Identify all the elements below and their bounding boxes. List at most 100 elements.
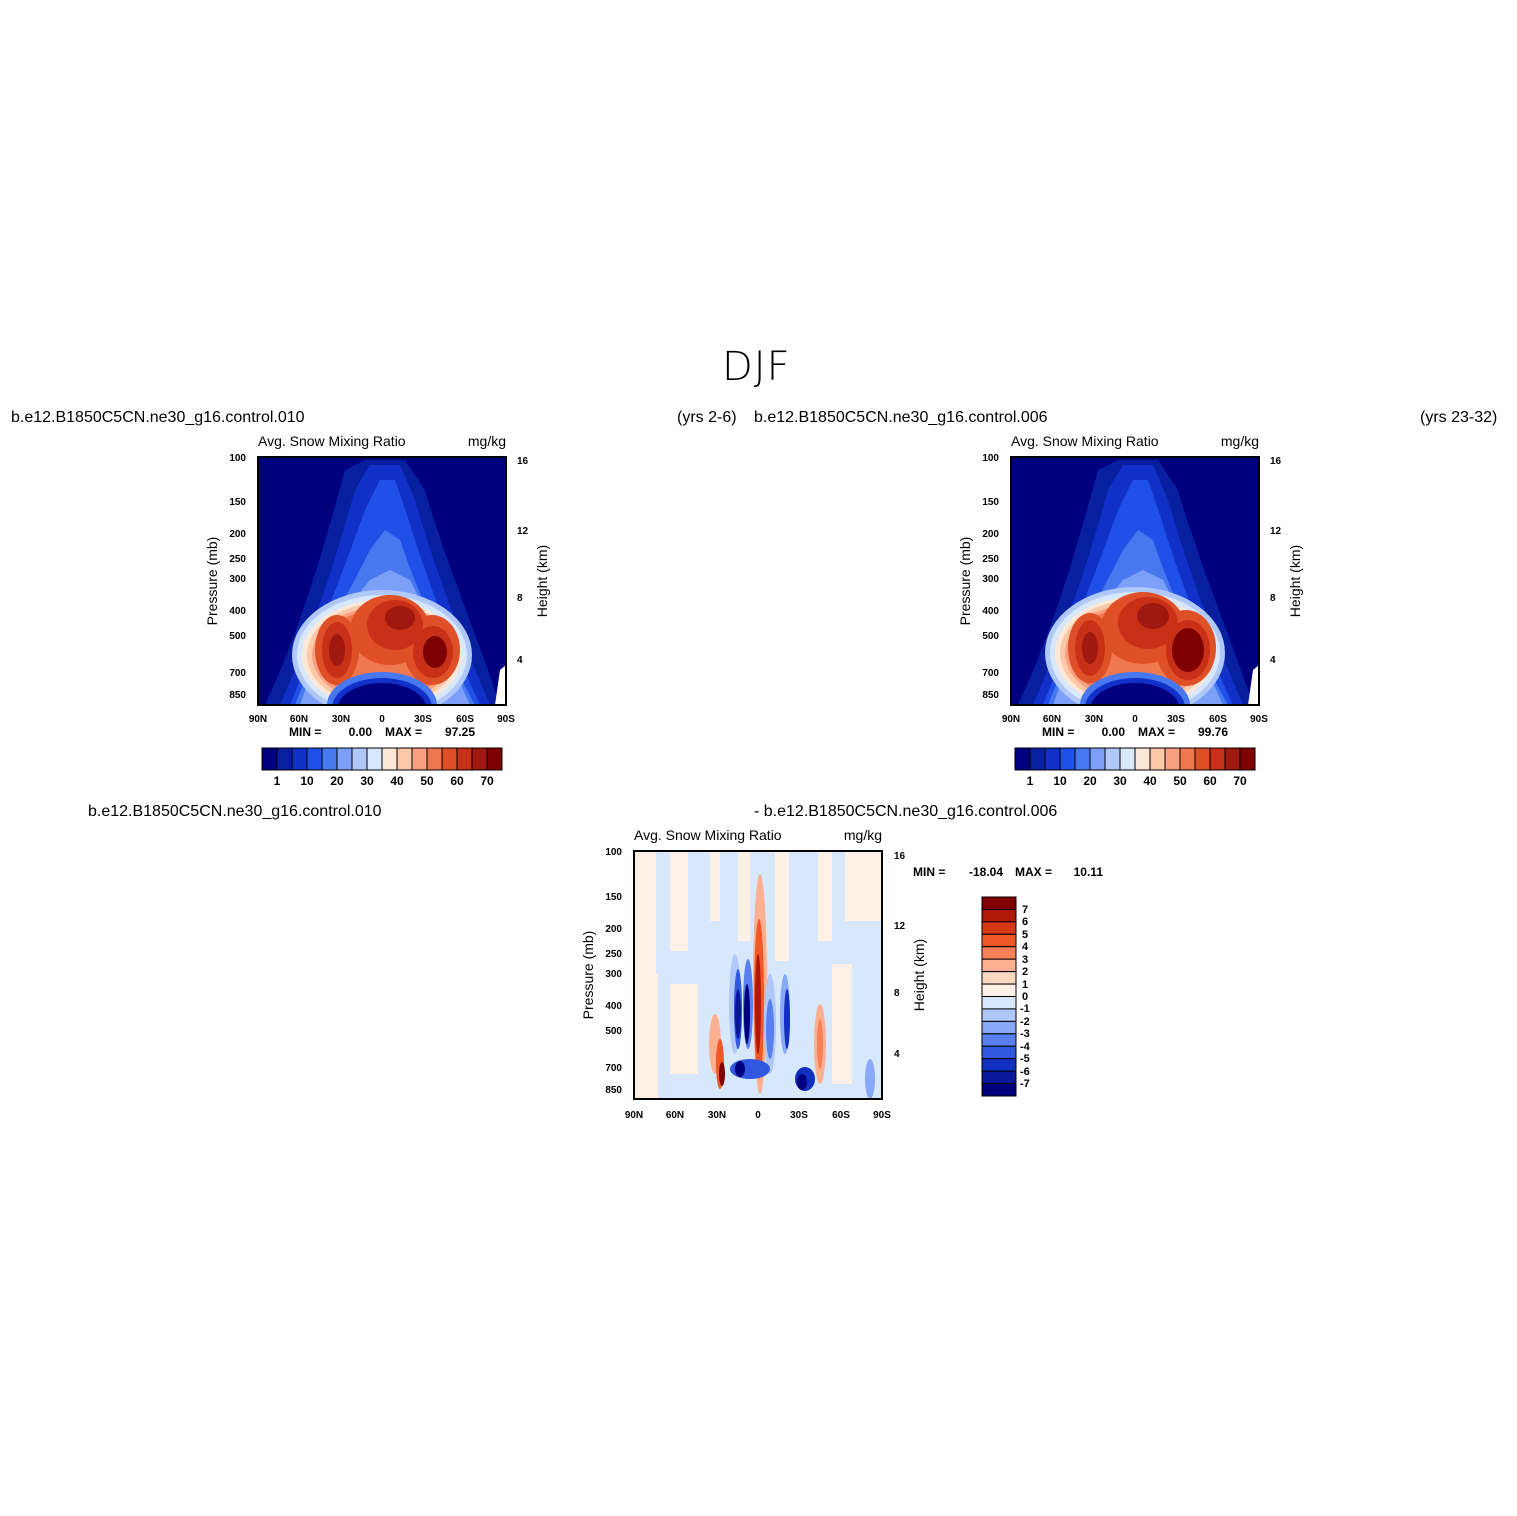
panel-diff-colorbar: 7 6 5 4 3 2 1 0 -1 -2 -3 -4 -5 -6 -7 (981, 896, 1031, 1097)
colorbar-label: 50 (420, 774, 434, 788)
min-label: MIN = (913, 865, 945, 879)
y-tick-label: 500 (229, 631, 246, 642)
colorbar-swatch (291, 747, 308, 771)
panel-left-ylabel: Pressure (mb) (204, 537, 220, 626)
colorbar-label: 60 (450, 774, 464, 788)
x-tick-label: 30N (708, 1110, 726, 1121)
colorbar-swatch (486, 747, 503, 771)
min-value: 0.00 (349, 725, 373, 739)
panel-left-y-ticks: 100 150 200 250 300 400 500 700 850 (229, 453, 246, 701)
colorbar-label: 1 (1022, 979, 1028, 991)
colorbar-label: 1 (1027, 774, 1034, 788)
panel-left-y-right-ticks: 16 12 8 4 (517, 456, 529, 666)
colorbar-swatch (1029, 747, 1046, 771)
bottom-case-a-label: b.e12.B1850C5CN.ne30_g16.control.010 (88, 803, 382, 820)
panel-right-units: mg/kg (1221, 433, 1259, 449)
y-tick-label: 100 (982, 453, 999, 464)
panel-right-ylabel: Pressure (mb) (957, 537, 973, 626)
colorbar-swatch (441, 747, 458, 771)
colorbar-swatch (981, 996, 1017, 1010)
colorbar-swatch (1104, 747, 1121, 771)
colorbar-swatch (471, 747, 488, 771)
panel-diff-title: Avg. Snow Mixing Ratio (634, 827, 782, 843)
min-label: MIN = (1042, 725, 1074, 739)
colorbar-swatch (1209, 747, 1226, 771)
y-tick-label: 700 (982, 668, 999, 679)
panel-diff-units: mg/kg (844, 827, 882, 843)
panel-right-x-ticks: 90N 60N 30N 0 30S 60S 90S (1002, 714, 1268, 725)
y-tick-label: 100 (605, 847, 622, 858)
panel-left-x-ticks: 90N 60N 30N 0 30S 60S 90S (249, 714, 515, 725)
colorbar-label: 70 (480, 774, 494, 788)
y-tick-label: 200 (605, 924, 622, 935)
panel-diff-ylabel-right: Height (km) (911, 939, 927, 1011)
colorbar-swatch (981, 1045, 1017, 1060)
max-label: MAX = (1015, 865, 1052, 879)
max-label: MAX = (385, 725, 422, 739)
max-value: 97.25 (445, 725, 475, 739)
colorbar-swatch (276, 747, 293, 771)
colorbar-swatch (1014, 747, 1031, 771)
panel-diff-minmax: MIN = -18.04 MAX = 10.11 (913, 865, 1103, 879)
colorbar-swatch (381, 747, 398, 771)
y-tick-label: 700 (605, 1063, 622, 1074)
height-tick-label: 12 (894, 921, 906, 932)
panel-left-minmax: MIN = 0.00 MAX = 97.25 (289, 725, 475, 739)
x-tick-label: 90S (873, 1110, 891, 1121)
panel-right-field (1011, 457, 1259, 705)
top-left-case-label: b.e12.B1850C5CN.ne30_g16.control.010 (11, 409, 305, 426)
colorbar-swatch (981, 983, 1017, 997)
colorbar-swatch (981, 1058, 1017, 1072)
max-value: 10.11 (1074, 865, 1104, 879)
height-tick-label: 12 (1270, 526, 1282, 537)
colorbar-swatch (1149, 747, 1166, 771)
x-tick-label: 30S (790, 1110, 808, 1121)
colorbar-label: 50 (1173, 774, 1187, 788)
panel-right-ylabel-right: Height (km) (1287, 545, 1303, 617)
colorbar-swatch (981, 1033, 1017, 1047)
max-value: 99.76 (1198, 725, 1228, 739)
y-tick-label: 400 (229, 606, 246, 617)
colorbar-label: 1 (274, 774, 281, 788)
y-tick-label: 250 (229, 554, 246, 565)
colorbar-swatch (426, 747, 443, 771)
x-tick-label: 90S (1250, 714, 1268, 725)
x-tick-label: 30S (414, 714, 432, 725)
colorbar-swatch (981, 1070, 1017, 1085)
colorbar-swatch (1059, 747, 1076, 771)
x-tick-label: 90N (625, 1110, 643, 1121)
min-label: MIN = (289, 725, 321, 739)
height-tick-label: 8 (1270, 593, 1276, 604)
colorbar-swatch (306, 747, 323, 771)
x-tick-label: 90S (497, 714, 515, 725)
colorbar-swatch (261, 747, 278, 771)
colorbar-swatch (1239, 747, 1256, 771)
y-tick-label: 400 (982, 606, 999, 617)
x-tick-label: 30S (1167, 714, 1185, 725)
colorbar-swatch (981, 933, 1017, 948)
panel-left-ylabel-right: Height (km) (534, 545, 550, 617)
y-tick-label: 150 (605, 892, 622, 903)
colorbar-swatch (981, 921, 1017, 935)
x-tick-label: 90N (249, 714, 267, 725)
colorbar-label: -5 (1020, 1053, 1030, 1065)
colorbar-swatch (366, 747, 383, 771)
x-tick-label: 60S (1209, 714, 1227, 725)
panel-diff-y-right-ticks: 16 12 8 4 (894, 851, 906, 1060)
colorbar-label: -6 (1020, 1066, 1030, 1078)
colorbar-swatch (336, 747, 353, 771)
colorbar-swatch (396, 747, 413, 771)
x-tick-label: 60N (666, 1110, 684, 1121)
colorbar-swatch (411, 747, 428, 771)
colorbar-label: 40 (1143, 774, 1157, 788)
y-tick-label: 150 (229, 497, 246, 508)
panel-diff-y-ticks: 100 150 200 250 300 400 500 700 850 (605, 847, 622, 1096)
y-tick-label: 250 (605, 949, 622, 960)
colorbar-label: 10 (1053, 774, 1067, 788)
height-tick-label: 8 (517, 593, 523, 604)
chart-panel-left: Avg. Snow Mixing Ratio mg/kg 90N 60N 30N… (204, 433, 550, 788)
panel-diff-ylabel: Pressure (mb) (580, 931, 596, 1020)
colorbar-label: 4 (1022, 941, 1029, 953)
colorbar-label: -7 (1020, 1078, 1030, 1090)
y-tick-label: 500 (605, 1026, 622, 1037)
